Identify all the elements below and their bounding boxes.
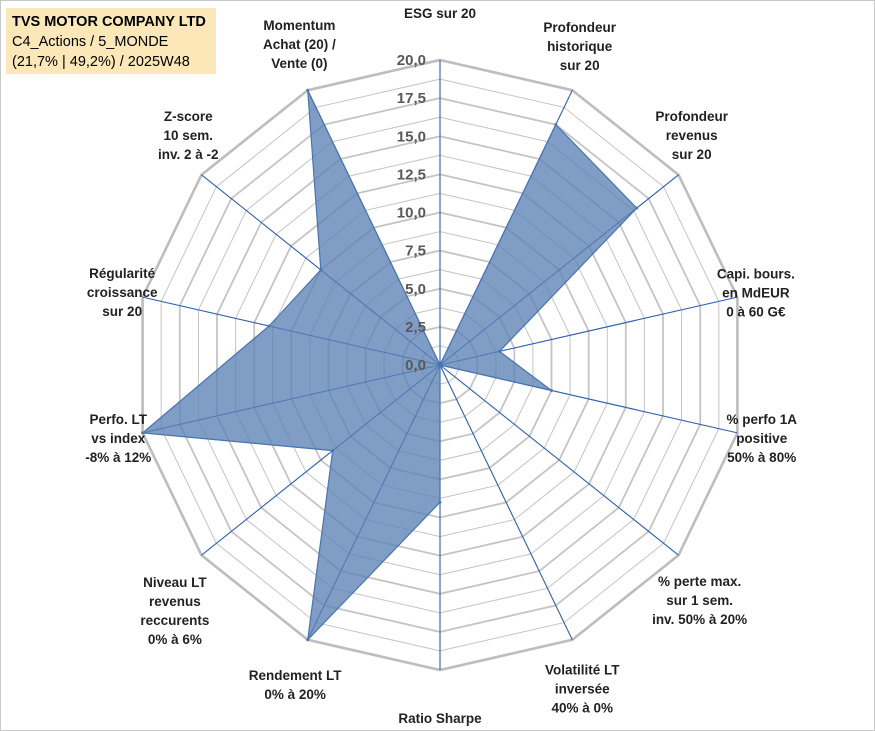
axis-label-line: Volatilité LT (545, 663, 620, 678)
axis-label: Profondeur historique sur 20 (543, 20, 616, 73)
axis-label-line: Ratio Sharpe (398, 711, 482, 726)
data-point (498, 349, 501, 353)
axis-label-line: reccurents (140, 613, 209, 628)
data-point (141, 431, 145, 435)
axis-label-line: 10 sem. (164, 128, 214, 143)
series-area (141, 89, 638, 642)
data-point (306, 638, 310, 642)
axis-label-line: Niveau LT (143, 575, 207, 590)
tick-label: 2,5 (405, 319, 426, 336)
axis-label: Note ESG sur 20 (404, 0, 476, 21)
data-point (554, 123, 558, 127)
axis-label: Z-score 10 sem. inv. 2 à -2 (158, 109, 219, 162)
axis-label-line: Momentum (263, 18, 335, 33)
data-point (267, 324, 271, 328)
axis-label-line: inv. 2 à -2 (158, 147, 219, 162)
axis-label-line: Rendement LT (249, 668, 343, 683)
axis-label-line: -8% à 12% (85, 450, 151, 465)
axis-label-line: Vente (0) (271, 56, 327, 71)
axis-label-line: sur 20 (560, 58, 600, 73)
axis-label-line: Achat (20) / (263, 37, 336, 52)
axis-label-line: croissance (87, 285, 158, 300)
tick-label: 17,5 (397, 90, 426, 107)
axis-label-line: Note (425, 0, 455, 2)
axis-label-line: inversée (555, 682, 610, 697)
tick-label: 12,5 (397, 166, 426, 183)
axis-label-line: revenus (149, 594, 201, 609)
axis-label: % perfo 1A positive 50% à 80% (726, 412, 797, 465)
axis-label-line: sur 1 sem. (666, 593, 733, 608)
axis-label-line: 0 à 60 G€ (726, 304, 786, 319)
axis-label-layer: Note ESG sur 20 Profondeur historique sur 20… (85, 0, 797, 731)
axis-label: Perfo. LT vs index -8% à 12% (85, 412, 151, 465)
data-point (319, 268, 323, 272)
axis-label-line: Z-score (164, 109, 213, 124)
axis-label: % perte max. sur 1 sem. inv. 50% à 20% (652, 574, 747, 627)
tick-layer: 0,0 2,5 5,0 7,5 10,0 12,5 15,0 17,5 20,0 (397, 52, 426, 374)
tick-label: 0,0 (405, 357, 426, 374)
chart-subtitle-stats: (21,7% | 49,2%) / 2025W48 (12, 54, 190, 70)
data-point (635, 206, 639, 210)
tick-label: 7,5 (405, 243, 426, 260)
axis-label-line: 40% à 0% (552, 701, 614, 716)
axis-label-line: revenus (666, 128, 718, 143)
axis-label: Régularité croissance sur 20 (87, 266, 158, 319)
axis-label: Ratio Sharpe0 à 1 (398, 711, 482, 731)
data-point (438, 500, 442, 504)
axis-label-line: 0% à 20% (264, 687, 326, 702)
axis-label-line: Régularité (89, 266, 156, 281)
tick-label: 15,0 (397, 128, 426, 145)
axis-label-line: Capi. bours. (717, 266, 795, 281)
axis-label-line: positive (736, 431, 788, 446)
data-point (306, 88, 310, 92)
data-point (438, 363, 442, 367)
tick-label: 20,0 (397, 52, 426, 69)
axis-label-line: 0% à 6% (148, 632, 202, 647)
axis-label-line: % perte max. (658, 574, 741, 589)
chart-title: TVS MOTOR COMPANY LTD (12, 14, 206, 30)
axis-label-line: 50% à 80% (727, 450, 796, 465)
data-point (550, 389, 553, 392)
tick-label: 5,0 (405, 281, 426, 298)
axis-label: Volatilité LT inversée 40% à 0% (545, 663, 620, 716)
axis-label-line: sur 20 (102, 304, 142, 319)
axis-label: Niveau LT revenus reccurents 0% à 6% (140, 575, 209, 647)
axis-label: Capi. bours. en MdEUR 0 à 60 G€ (717, 266, 795, 319)
tick-label: 10,0 (397, 205, 426, 222)
axis-spoke (439, 364, 573, 641)
axis-label-line: Perfo. LT (90, 412, 148, 427)
axis-label-line: Profondeur (543, 20, 616, 35)
axis-label-line: Profondeur (655, 109, 728, 124)
axis-label-line: inv. 50% à 20% (652, 612, 747, 627)
chart-subtitle-category: C4_Actions / 5_MONDE (12, 34, 169, 50)
axis-label: Profondeur revenus sur 20 (655, 109, 728, 162)
axis-label: Rendement LT 0% à 20% (249, 668, 343, 702)
axis-label-line: ESG sur 20 (404, 6, 476, 21)
axis-label-line: sur 20 (672, 147, 712, 162)
series-layer (141, 88, 639, 642)
axis-label-line: % perfo 1A (726, 412, 797, 427)
axis-spoke (439, 364, 679, 556)
axis-label: Momentum Achat (20) / Vente (0) (263, 18, 336, 71)
chart-title-box: TVS MOTOR COMPANY LTD C4_Actions / 5_MON… (6, 8, 216, 74)
axis-label-line: en MdEUR (722, 285, 790, 300)
axis-label-line: historique (547, 39, 613, 54)
axis-label-line: vs index (91, 431, 146, 446)
data-point (331, 449, 335, 453)
